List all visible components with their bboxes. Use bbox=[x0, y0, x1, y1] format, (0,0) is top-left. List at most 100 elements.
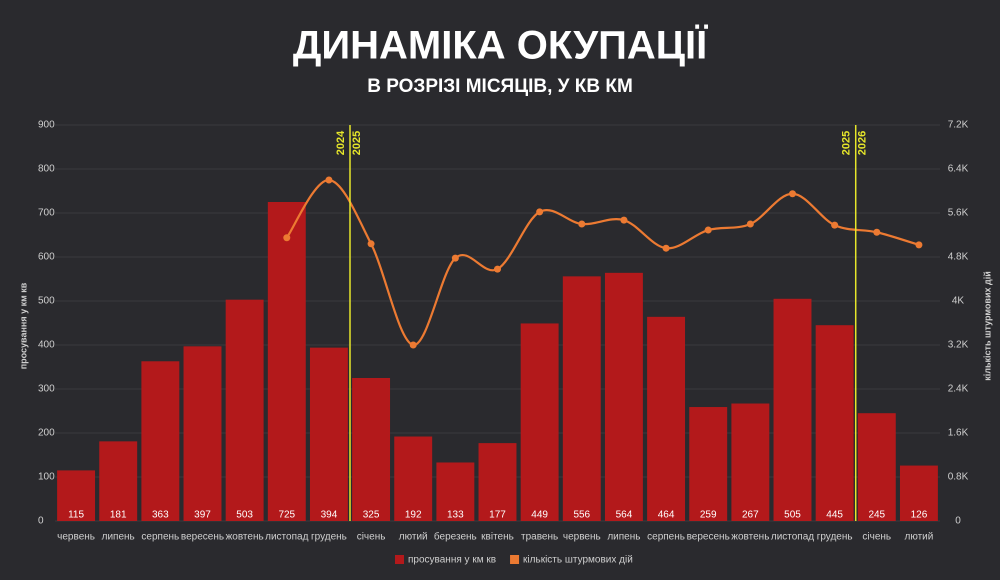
bar-value-label: 126 bbox=[911, 510, 928, 521]
x-tick-label: листопад bbox=[771, 532, 814, 543]
y2-tick-label: 7.2K bbox=[948, 120, 969, 131]
y2-tick-label: 6.4K bbox=[948, 164, 969, 175]
bar bbox=[267, 202, 306, 521]
y-tick-label: 300 bbox=[38, 384, 55, 395]
y2-tick-label: 4.8K bbox=[948, 252, 969, 263]
bar-value-label: 445 bbox=[826, 510, 843, 521]
line-point bbox=[325, 176, 333, 184]
bar bbox=[899, 465, 938, 521]
x-tick-label: липень bbox=[607, 532, 640, 543]
line-point bbox=[662, 244, 670, 252]
bar bbox=[309, 347, 348, 521]
y-tick-label: 500 bbox=[38, 296, 55, 307]
x-tick-label: травень bbox=[521, 532, 558, 543]
x-tick-label: лютий bbox=[399, 532, 428, 543]
x-tick-label: лютий bbox=[904, 532, 933, 543]
bar-value-label: 464 bbox=[658, 510, 675, 521]
bar-value-label: 267 bbox=[742, 510, 759, 521]
bar bbox=[604, 272, 643, 521]
x-tick-label: листопад bbox=[265, 532, 308, 543]
bar bbox=[815, 325, 854, 521]
bar bbox=[394, 436, 433, 521]
line-point bbox=[915, 241, 923, 249]
legend-swatch bbox=[510, 555, 520, 564]
bar-value-label: 503 bbox=[236, 510, 253, 521]
y2-tick-label: 3.2K bbox=[948, 340, 969, 351]
bar-value-label: 556 bbox=[573, 510, 590, 521]
y2-tick-label: 1.6K bbox=[948, 428, 969, 439]
year-label: 2025 bbox=[841, 131, 853, 155]
bar bbox=[478, 443, 517, 521]
line-point bbox=[578, 220, 586, 228]
line-point bbox=[704, 226, 712, 234]
bar bbox=[183, 346, 222, 521]
bar-value-label: 325 bbox=[363, 510, 380, 521]
line-point bbox=[494, 265, 501, 273]
y-axis-title: просування у км кв bbox=[18, 282, 28, 369]
chart-subtitle: В РОЗРІЗІ МІСЯЦІВ, У КВ КМ bbox=[367, 76, 633, 97]
x-tick-label: червень bbox=[563, 532, 601, 543]
y-tick-label: 800 bbox=[38, 164, 55, 175]
x-tick-label: вересень bbox=[181, 532, 224, 543]
bar-value-label: 505 bbox=[784, 510, 801, 521]
bar bbox=[436, 462, 475, 521]
y-tick-label: 100 bbox=[38, 472, 55, 483]
y2-axis-title: кількість штурмових дій bbox=[982, 271, 992, 380]
bar bbox=[57, 470, 96, 521]
x-tick-label: червень bbox=[57, 532, 95, 543]
y-tick-label: 900 bbox=[38, 120, 55, 131]
x-tick-label: грудень bbox=[311, 532, 347, 543]
line-point bbox=[367, 240, 375, 248]
bar-value-label: 245 bbox=[868, 510, 885, 521]
bar bbox=[352, 378, 391, 521]
bar bbox=[857, 413, 896, 521]
line-point bbox=[451, 254, 459, 262]
line-point bbox=[409, 341, 417, 349]
y2-tick-label: 4K bbox=[952, 296, 965, 307]
x-tick-label: вересень bbox=[687, 532, 730, 543]
bar bbox=[562, 276, 601, 521]
y2-tick-label: 5.6K bbox=[948, 208, 969, 219]
y2-tick-label: 2.4K bbox=[948, 384, 969, 395]
year-label: 2026 bbox=[857, 131, 869, 155]
bar-value-label: 564 bbox=[616, 510, 633, 521]
bar bbox=[99, 441, 138, 521]
x-tick-label: березень bbox=[434, 531, 477, 543]
bar bbox=[520, 323, 559, 521]
line-point bbox=[873, 228, 881, 236]
bar-value-label: 115 bbox=[68, 510, 84, 521]
legend-label: просування у км кв bbox=[408, 555, 496, 566]
line-point bbox=[536, 208, 544, 216]
bar bbox=[773, 298, 812, 521]
bar bbox=[647, 316, 686, 521]
bar-value-label: 394 bbox=[321, 510, 338, 521]
bar bbox=[141, 361, 180, 521]
x-tick-label: серпень bbox=[141, 532, 179, 543]
x-tick-label: січень bbox=[357, 532, 386, 543]
line-point bbox=[789, 190, 796, 198]
bar-value-label: 259 bbox=[700, 510, 717, 521]
chart-title: ДИНАМІКА ОКУПАЦІЇ bbox=[293, 24, 708, 68]
y-tick-label: 0 bbox=[38, 516, 44, 527]
y-tick-label: 400 bbox=[38, 340, 55, 351]
bar-value-label: 133 bbox=[447, 510, 464, 521]
x-tick-label: жовтень bbox=[226, 532, 264, 543]
x-tick-label: січень bbox=[862, 532, 891, 543]
legend-swatch bbox=[395, 555, 404, 564]
x-tick-label: жовтень bbox=[731, 532, 769, 543]
line-point bbox=[283, 234, 291, 242]
year-label: 2024 bbox=[335, 130, 347, 155]
y-tick-label: 600 bbox=[38, 252, 55, 263]
bar bbox=[225, 299, 264, 521]
bar-value-label: 449 bbox=[531, 510, 548, 521]
line-point bbox=[831, 221, 839, 229]
bar bbox=[689, 407, 728, 521]
bar-value-label: 192 bbox=[405, 510, 422, 521]
y-tick-label: 200 bbox=[38, 428, 55, 439]
bar-value-label: 177 bbox=[489, 510, 506, 521]
x-tick-label: серпень bbox=[647, 532, 685, 543]
y-tick-label: 700 bbox=[38, 208, 55, 219]
x-tick-label: квітень bbox=[481, 532, 514, 543]
year-label: 2025 bbox=[351, 131, 363, 155]
